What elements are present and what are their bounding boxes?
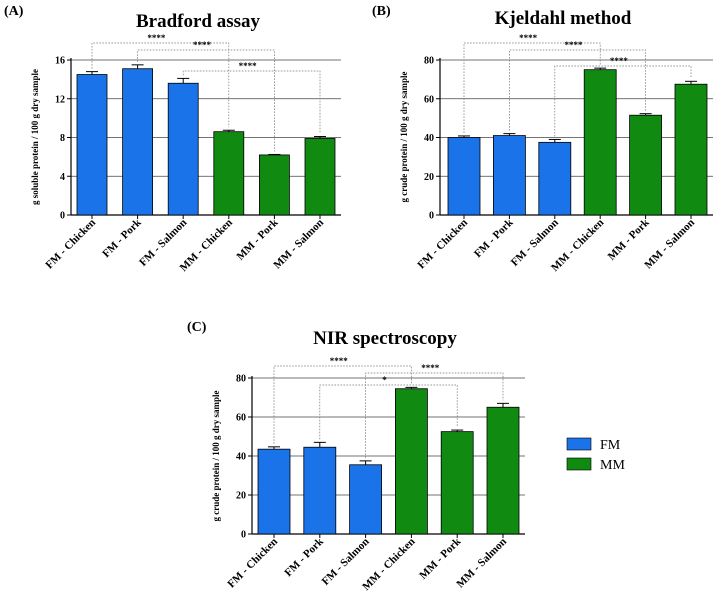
- x-category-label: FM - Pork: [472, 216, 516, 260]
- panel-c-ylabel: g crude protein / 100 g dry sample: [211, 390, 221, 521]
- bar-mm-3: [583, 69, 617, 216]
- panel-b: (B) Kjeldahl method g crude protein / 10…: [372, 4, 713, 274]
- panel-c: (C) NIR spectroscopy g crude protein / 1…: [187, 320, 525, 593]
- x-category-label: MM - Pork: [606, 216, 653, 263]
- significance-label: ****: [421, 363, 440, 373]
- panel-b-title: Kjeldahl method: [495, 8, 632, 29]
- panel-c-title: NIR spectroscopy: [313, 328, 457, 349]
- x-category-label: FM - Chicken: [225, 536, 280, 591]
- panel-a-ylabel: g soluble protein / 100 g dry sample: [30, 69, 40, 205]
- y-tick-label: 40: [236, 452, 246, 463]
- bar-fm-0: [447, 137, 481, 216]
- legend-label-mm: MM: [600, 458, 625, 473]
- significance-bracket: [554, 65, 692, 137]
- significance-label: ****: [193, 40, 212, 50]
- panel-b-label: (B): [372, 4, 391, 19]
- panel-a-title: Bradford assay: [136, 11, 261, 32]
- y-tick-label: 16: [55, 56, 65, 67]
- y-tick-label: 40: [424, 133, 434, 144]
- legend-swatch-mm: [566, 457, 592, 471]
- bar-mm-4: [440, 431, 474, 535]
- bar-mm-5: [486, 406, 520, 535]
- significance-bracket: [463, 42, 601, 133]
- y-tick-label: 12: [55, 94, 65, 105]
- x-category-label: FM - Pork: [100, 216, 144, 260]
- y-tick-label: 4: [60, 172, 65, 183]
- y-tick-label: 60: [236, 413, 246, 424]
- significance-label: ****: [519, 33, 538, 43]
- x-category-label: MM - Pork: [234, 216, 281, 263]
- y-tick-label: 0: [60, 211, 65, 222]
- x-category-label: FM - Chicken: [43, 217, 98, 272]
- bar-fm-1: [492, 135, 526, 216]
- significance-label: ****: [147, 33, 166, 43]
- significance-label: *: [382, 375, 387, 385]
- significance-label: ****: [239, 61, 258, 71]
- significance-label: ****: [610, 56, 629, 66]
- x-category-label: FM - Pork: [282, 535, 326, 579]
- bar-fm-0: [257, 448, 291, 535]
- y-tick-label: 80: [424, 56, 434, 67]
- bar-fm-1: [122, 68, 153, 216]
- significance-bracket: [509, 49, 646, 131]
- bar-mm-3: [213, 131, 245, 216]
- legend: FM MM: [566, 437, 625, 473]
- y-tick-label: 0: [429, 211, 434, 222]
- x-category-label: FM - Chicken: [415, 217, 470, 272]
- significance-bracket: [91, 42, 230, 128]
- bar-mm-4: [629, 114, 662, 216]
- panel-a-label: (A): [4, 4, 24, 19]
- bar-fm-2: [349, 464, 383, 535]
- bar-fm-1: [303, 446, 337, 535]
- bar-fm-2: [167, 82, 199, 216]
- significance-bracket: [365, 372, 504, 458]
- y-tick-label: 60: [424, 94, 434, 105]
- bar-mm-5: [304, 138, 336, 216]
- y-tick-label: 80: [236, 374, 246, 385]
- bar-fm-2: [538, 141, 572, 216]
- panel-a: (A) Bradford assay g soluble protein / 1…: [4, 4, 341, 274]
- bar-mm-4: [258, 154, 290, 216]
- panel-c-label: (C): [187, 320, 207, 335]
- significance-bracket: [137, 49, 275, 152]
- bar-mm-5: [674, 83, 708, 216]
- y-tick-label: 8: [60, 133, 65, 144]
- significance-label: ****: [565, 40, 584, 50]
- significance-bracket: [182, 70, 321, 134]
- panel-b-ylabel: g crude protein / 100 g dry sample: [399, 71, 409, 202]
- significance-bracket: [319, 384, 458, 440]
- bar-fm-0: [76, 74, 108, 216]
- legend-label-fm: FM: [600, 438, 621, 453]
- y-tick-label: 0: [241, 530, 246, 541]
- legend-swatch-fm: [566, 437, 592, 451]
- y-tick-label: 20: [236, 491, 246, 502]
- significance-label: ****: [330, 356, 349, 366]
- x-category-label: MM - Pork: [417, 535, 464, 582]
- y-tick-label: 20: [424, 172, 434, 183]
- bar-mm-3: [394, 388, 428, 535]
